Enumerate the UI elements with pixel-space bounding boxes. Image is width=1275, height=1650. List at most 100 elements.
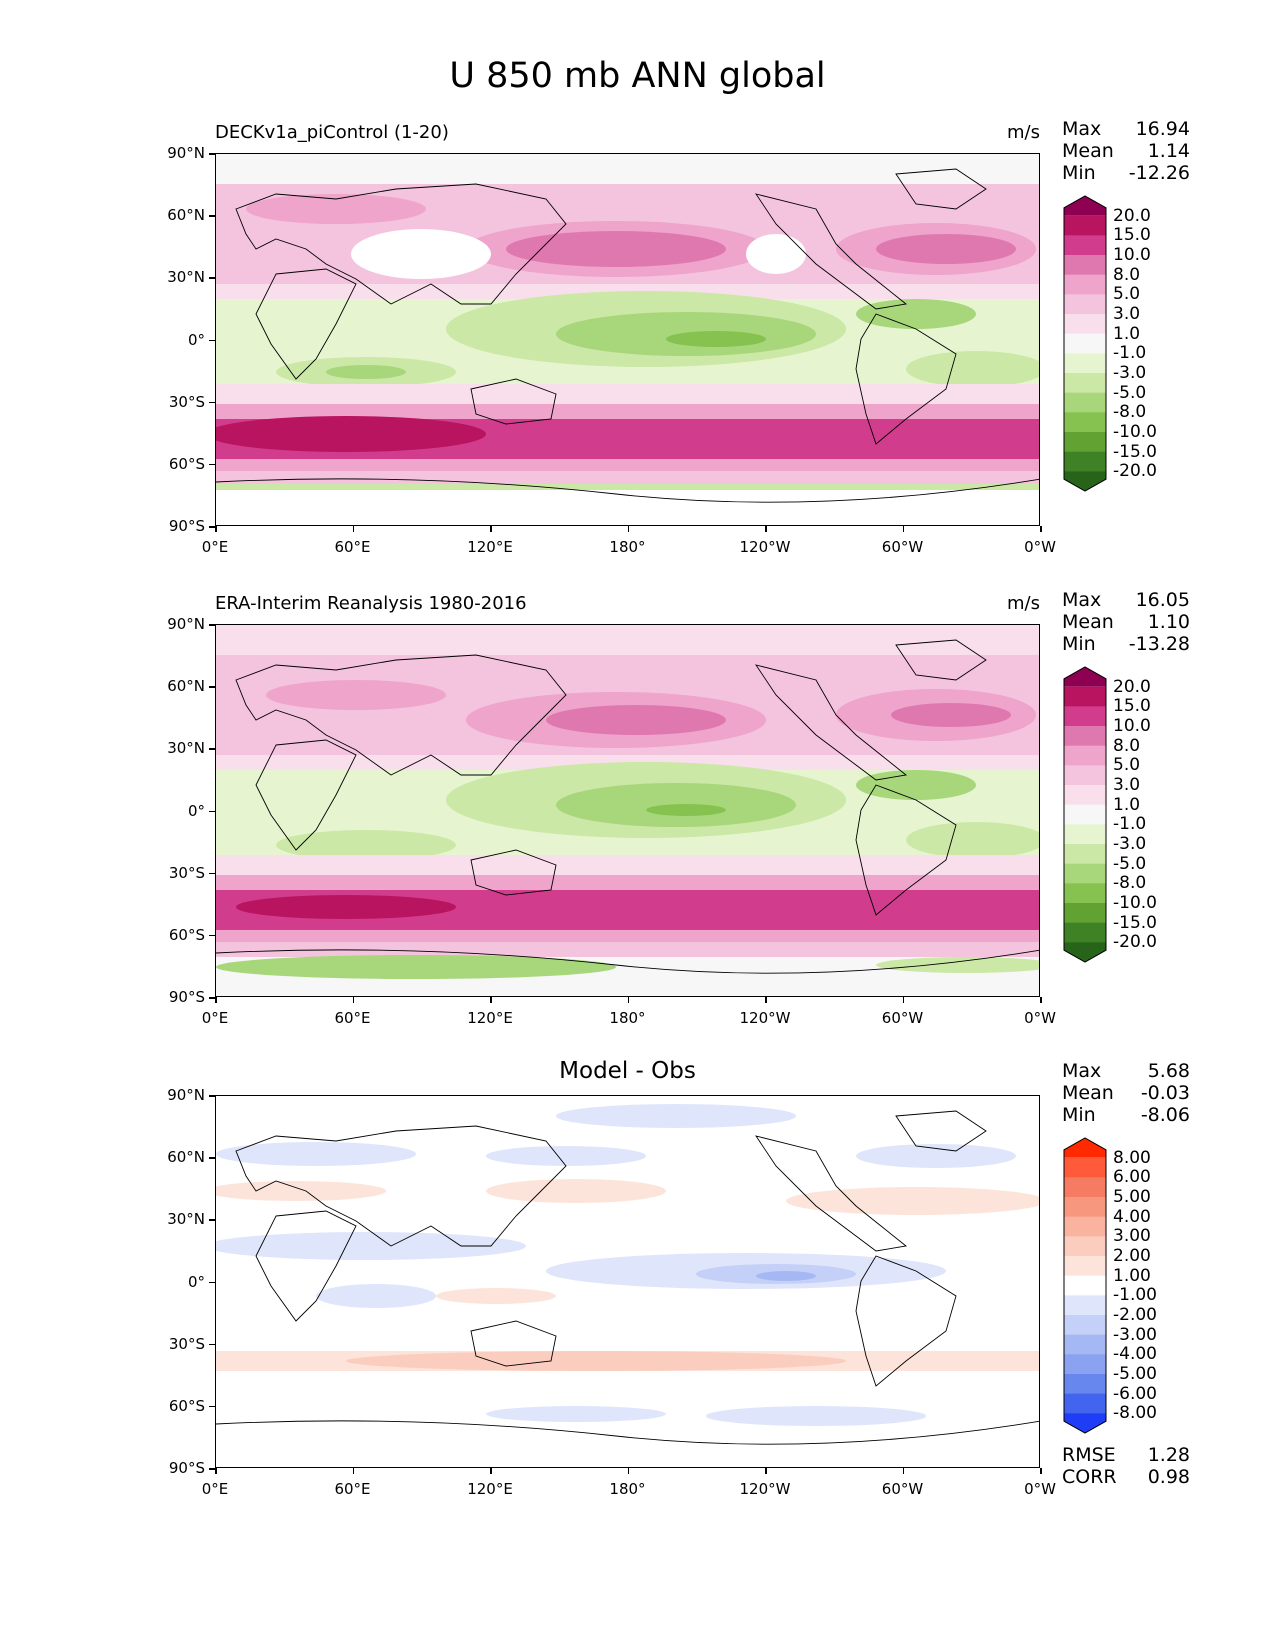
colorbar-level-label: 3.0 [1113, 775, 1141, 795]
colorbar-level-label: -3.0 [1113, 834, 1147, 854]
lat-tick-mark [209, 748, 215, 750]
colorbar-swatch [1064, 353, 1106, 374]
lat-tick-label: 90°S [168, 1459, 205, 1477]
lat-tick-mark [209, 215, 215, 217]
lon-tick-label: 60°E [334, 1480, 371, 1498]
panel-1-title: DECKv1a_piControl (1-20) [215, 122, 449, 143]
stat-label: Min [1062, 162, 1096, 184]
lon-tick-label: 120°W [739, 538, 791, 556]
colorbar-level-label: -1.0 [1113, 814, 1147, 835]
panel-3-map [215, 1095, 1040, 1468]
colorbar-swatch [1064, 1216, 1106, 1237]
colorbar-swatch [1064, 1374, 1106, 1395]
stat-label: Mean [1062, 140, 1114, 162]
lat-tick-label: 0° [187, 1272, 205, 1291]
colorbar-swatch [1064, 294, 1106, 315]
colorbar-level-label: -15.0 [1113, 912, 1157, 933]
lat-tick-label: 60°S [168, 454, 205, 473]
colorbar-swatch [1064, 883, 1106, 904]
colorbar-swatch [1064, 392, 1106, 413]
lat-tick-label: 90°S [168, 988, 205, 1006]
colorbar-level-label: 5.0 [1113, 284, 1141, 305]
figure-title: U 850 mb ANN global [449, 56, 826, 96]
metric-value: 1.28 [1147, 1444, 1190, 1466]
lon-tick-mark [490, 997, 492, 1003]
lon-tick-mark [352, 526, 354, 532]
colorbar-swatch [1064, 863, 1106, 884]
lon-tick-mark [352, 997, 354, 1003]
colorbar-swatch [1064, 1157, 1106, 1178]
lat-tick-mark [209, 1281, 215, 1283]
colorbar-level-label: 3.0 [1113, 304, 1141, 324]
panel-1-map [215, 153, 1040, 526]
colorbar-swatch [1064, 922, 1106, 943]
lon-tick-mark [215, 997, 217, 1003]
colorbar-level-label: -2.00 [1113, 1305, 1157, 1325]
colorbar-level-label: -5.0 [1113, 382, 1147, 403]
lat-tick-mark [209, 872, 215, 875]
lon-tick-mark [902, 997, 904, 1003]
colorbar-swatch [1064, 215, 1106, 236]
colorbar-level-label: 8.00 [1113, 1147, 1151, 1168]
colorbar-swatch [1064, 1275, 1106, 1296]
stat-value: 5.68 [1147, 1060, 1190, 1082]
lat-tick-label: 60°S [168, 1396, 205, 1415]
colorbar [1063, 1137, 1107, 1434]
lat-tick-label: 90°N [167, 1086, 205, 1104]
lat-tick-mark [209, 810, 215, 812]
colorbar-swatch [1064, 1354, 1106, 1375]
stat-value: 1.10 [1147, 611, 1190, 633]
lat-tick-mark [209, 463, 215, 466]
lon-tick-label: 60°W [881, 538, 924, 556]
stat-label: Max [1062, 118, 1102, 140]
colorbar-swatch [1064, 471, 1106, 491]
lat-tick-mark [209, 153, 215, 155]
lat-tick-mark [209, 1219, 215, 1221]
lon-tick-label: 60°W [881, 1009, 924, 1027]
lon-tick-mark [765, 526, 767, 532]
colorbar-level-label: -8.00 [1113, 1403, 1157, 1424]
lon-tick-mark [215, 1468, 217, 1474]
colorbar-level-label: -1.00 [1113, 1285, 1157, 1306]
lat-tick-mark [209, 1468, 215, 1470]
panel-2-units: m/s [1007, 593, 1040, 614]
colorbar-level-label: 10.0 [1113, 245, 1151, 265]
stat-label: Mean [1062, 611, 1114, 633]
lon-tick-mark [352, 1468, 354, 1474]
colorbar-level-label: 10.0 [1113, 716, 1151, 736]
colorbar-swatch [1064, 412, 1106, 433]
colorbar-level-label: 4.00 [1113, 1206, 1151, 1227]
lon-tick-label: 0°E [201, 538, 229, 556]
colorbar-swatch [1064, 1138, 1106, 1158]
colorbar-level-label: -5.0 [1113, 853, 1147, 874]
lon-tick-label: 0°W [1024, 1480, 1056, 1498]
colorbar-level-label: 20.0 [1113, 205, 1151, 226]
colorbar [1063, 195, 1107, 492]
stat-value: 16.94 [1135, 118, 1190, 140]
colorbar-level-label: 1.00 [1113, 1265, 1151, 1286]
panel-1-units: m/s [1007, 122, 1040, 143]
lon-tick-label: 180° [609, 1480, 646, 1498]
colorbar-level-label: -10.0 [1113, 893, 1157, 913]
colorbar-swatch [1064, 844, 1106, 865]
colorbar-level-label: -10.0 [1113, 422, 1157, 442]
colorbar-level-label: -20.0 [1113, 461, 1157, 482]
metric-label: RMSE [1062, 1444, 1116, 1466]
lat-tick-mark [209, 1157, 215, 1159]
colorbar-swatch [1064, 903, 1106, 924]
metric-value: 0.98 [1147, 1466, 1190, 1488]
lat-tick-label: 60°N [167, 1148, 205, 1167]
colorbar-swatch [1064, 824, 1106, 845]
lat-tick-label: 0° [187, 801, 205, 820]
colorbar-level-label: -3.0 [1113, 363, 1147, 383]
lat-tick-mark [209, 624, 215, 626]
lon-tick-mark [1040, 1468, 1042, 1474]
lon-tick-label: 180° [609, 538, 646, 556]
colorbar-swatch [1064, 1295, 1106, 1316]
lat-tick-label: 30°N [167, 739, 205, 758]
lat-tick-mark [209, 277, 215, 279]
lon-tick-mark [627, 526, 629, 532]
stat-value: 1.14 [1147, 140, 1190, 162]
lon-tick-mark [902, 526, 904, 532]
colorbar-swatch [1064, 726, 1106, 747]
